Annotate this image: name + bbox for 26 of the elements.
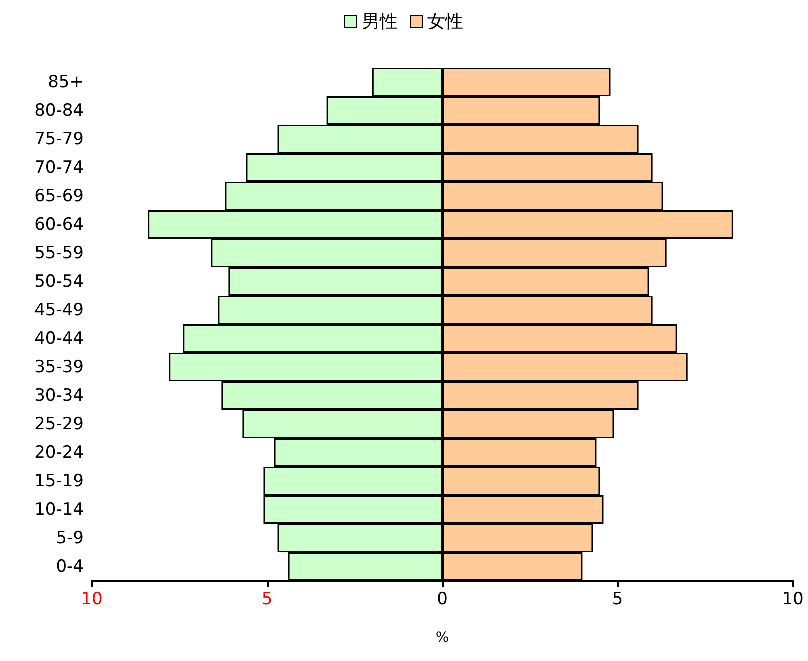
y-tick-label: 25-29 xyxy=(34,414,84,434)
y-tick-label: 75-79 xyxy=(34,129,84,150)
y-tick-label: 80-84 xyxy=(34,100,84,121)
y-tick-label: 60-64 xyxy=(34,214,84,235)
x-tick-label: 10 xyxy=(782,590,804,610)
y-tick-label: 0-4 xyxy=(56,556,84,577)
y-tick-label: 50-54 xyxy=(34,272,84,292)
x-tick-label: 5 xyxy=(612,590,624,610)
y-tick-label: 20-24 xyxy=(34,442,84,463)
x-tick-label: 0 xyxy=(437,590,448,610)
y-tick-label: 55-59 xyxy=(34,243,84,264)
x-tick-label: 5 xyxy=(262,590,273,610)
y-tick-label: 5-9 xyxy=(56,528,84,548)
x-tick-label: 10 xyxy=(81,590,103,610)
y-tick-label: 70-74 xyxy=(34,158,84,178)
y-tick-label: 65-69 xyxy=(34,186,84,206)
legend-label: 男性 xyxy=(362,12,398,32)
legend-label: 女性 xyxy=(428,12,464,32)
y-tick-label: 45-49 xyxy=(34,300,84,320)
x-axis-title: % xyxy=(436,630,450,646)
y-tick-label: 40-44 xyxy=(34,328,84,349)
y-tick-label: 30-34 xyxy=(34,386,84,406)
y-tick-label: 85+ xyxy=(48,72,84,92)
y-tick-label: 10-14 xyxy=(34,500,84,520)
y-tick-label: 15-19 xyxy=(34,471,84,492)
y-tick-label: 35-39 xyxy=(34,357,84,378)
